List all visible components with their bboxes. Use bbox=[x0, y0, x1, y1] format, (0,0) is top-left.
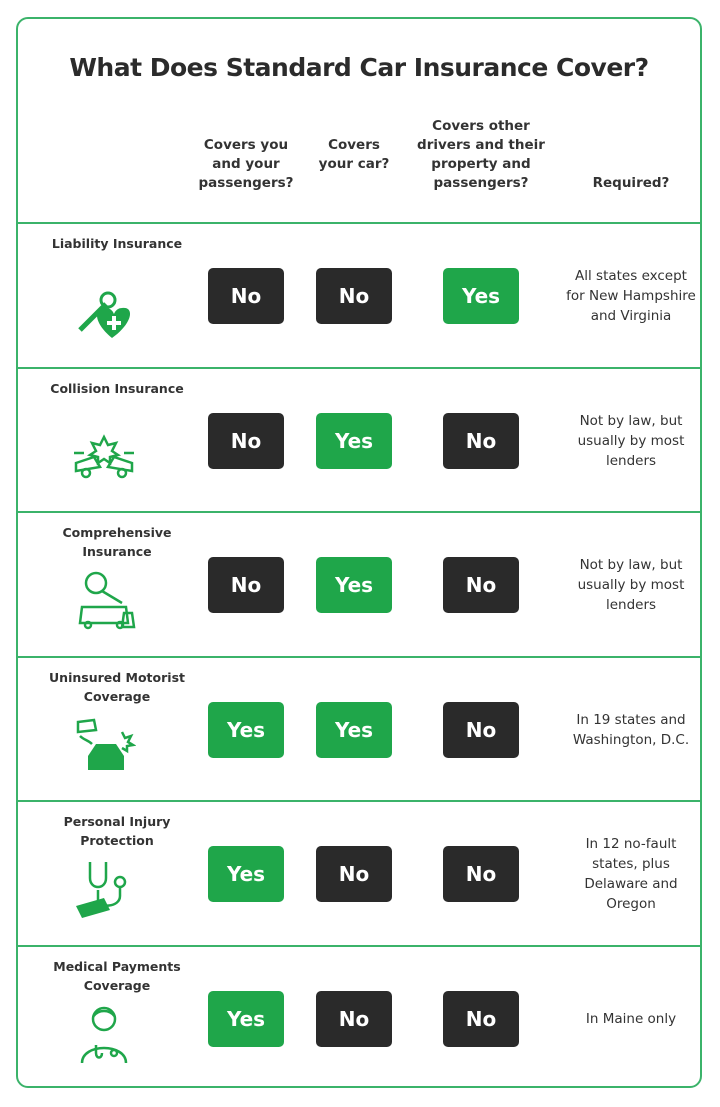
required-text: In Maine only bbox=[585, 1011, 677, 1027]
answer-badge-no: No bbox=[443, 991, 519, 1047]
infographic-frame: What Does Standard Car Insurance Cover? … bbox=[16, 17, 702, 1088]
coverage-label: Medical Payments Coverage bbox=[53, 959, 181, 993]
answer-badge-no: No bbox=[316, 846, 392, 903]
required-text: Not by law, but usually by most lenders bbox=[577, 412, 685, 469]
table-row: Liability Insurance No No Yes All states ex… bbox=[18, 222, 700, 369]
answer-badge-yes: Yes bbox=[316, 701, 392, 758]
answer-badge-no: No bbox=[443, 557, 519, 614]
answer-badge-yes: Yes bbox=[208, 991, 284, 1047]
required-text: All states except for New Hampshire and … bbox=[566, 268, 696, 324]
answer-badge-no: No bbox=[208, 268, 284, 324]
page-title: What Does Standard Car Insurance Cover? bbox=[69, 53, 649, 82]
table-row: Medical Payments Coverage Yes No No In Main… bbox=[18, 945, 700, 1086]
header-covers-car: Covers your car? bbox=[318, 137, 390, 172]
coverage-label: Uninsured Motorist Coverage bbox=[49, 669, 185, 704]
coverage-label: Comprehensive Insurance bbox=[62, 525, 172, 560]
table-row: Personal Injury Protection Yes No No In 12 … bbox=[18, 800, 700, 947]
answer-badge-no: No bbox=[316, 991, 392, 1047]
answer-badge-no: No bbox=[208, 412, 284, 469]
answer-badge-yes: Yes bbox=[443, 268, 519, 324]
answer-badge-no: No bbox=[316, 268, 392, 324]
hit-and-run-icon bbox=[76, 718, 136, 770]
coverage-label: Liability Insurance bbox=[51, 236, 183, 251]
stethoscope-money-icon bbox=[76, 862, 127, 919]
required-text: Not by law, but usually by most lenders bbox=[577, 557, 685, 614]
answer-badge-yes: Yes bbox=[316, 412, 392, 469]
answer-badge-yes: Yes bbox=[316, 557, 392, 614]
table-row: Collision Insurance No Yes No Not by law, b… bbox=[18, 366, 700, 514]
answer-badge-no: No bbox=[208, 557, 284, 614]
table-row: Comprehensive Insurance No Yes No Not by la… bbox=[18, 511, 700, 658]
header-covers-others: Covers other drivers and their property … bbox=[417, 118, 545, 191]
coverage-label: Personal Injury Protection bbox=[63, 814, 171, 849]
wrench-heart-icon bbox=[78, 291, 131, 338]
doctor-icon bbox=[80, 1006, 128, 1064]
answer-badge-yes: Yes bbox=[208, 846, 284, 903]
required-text: In 19 states and Washington, D.C. bbox=[572, 711, 690, 748]
table-row: Uninsured Motorist Coverage Yes Yes No In 1… bbox=[18, 655, 700, 803]
coverage-label: Collision Insurance bbox=[50, 380, 184, 396]
header-required: Required? bbox=[592, 175, 670, 191]
tree-on-car-icon bbox=[78, 571, 136, 630]
required-text: In 12 no-fault states, plus Delaware and… bbox=[584, 836, 678, 913]
header-covers-you: Covers you and your passengers? bbox=[198, 137, 294, 191]
answer-badge-no: No bbox=[443, 846, 519, 903]
answer-badge-yes: Yes bbox=[208, 701, 284, 758]
answer-badge-no: No bbox=[443, 412, 519, 469]
car-crash-icon bbox=[74, 433, 134, 478]
answer-badge-no: No bbox=[443, 701, 519, 758]
